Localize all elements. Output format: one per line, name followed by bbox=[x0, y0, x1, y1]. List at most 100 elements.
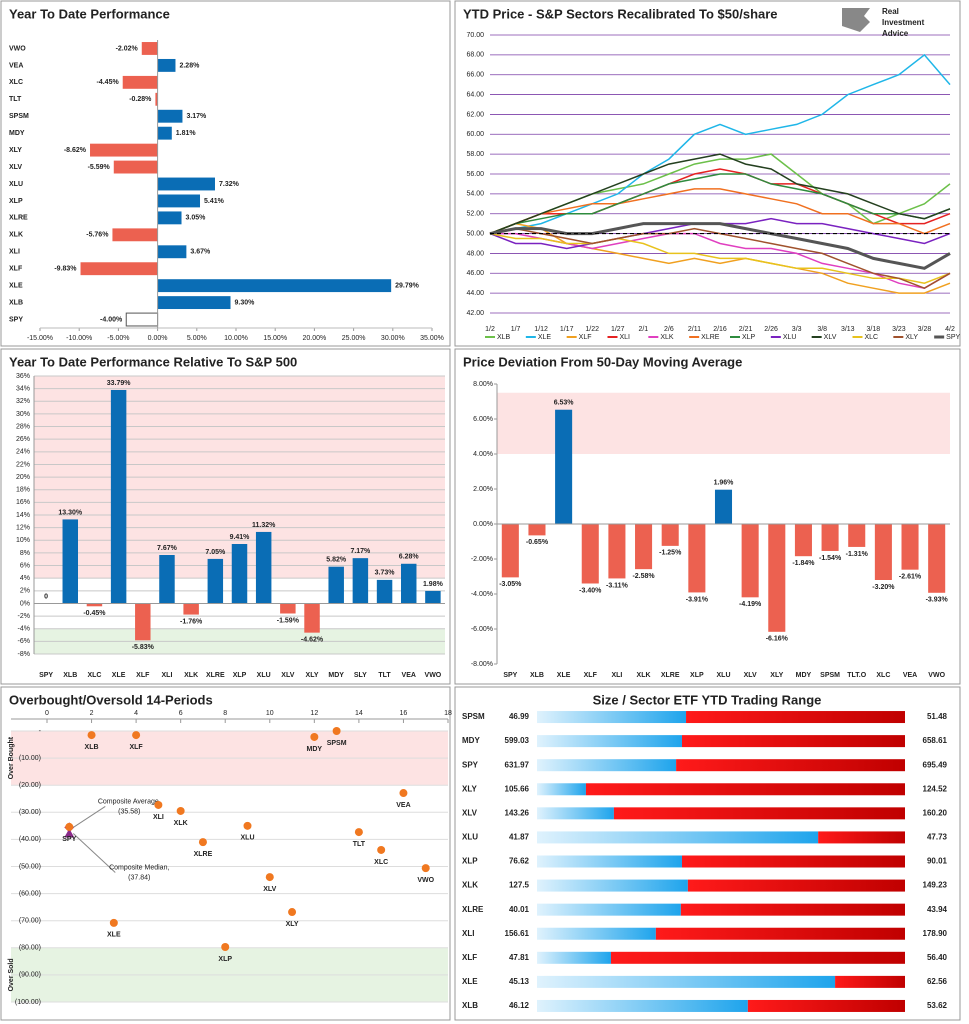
x-tick-label: XLP bbox=[233, 672, 247, 679]
y-tick-label: -4% bbox=[18, 626, 30, 633]
high-label: 178.90 bbox=[923, 929, 948, 938]
bar bbox=[794, 524, 812, 557]
value-label: -0.45% bbox=[83, 610, 106, 617]
y-tick-label: -6.00% bbox=[471, 626, 493, 633]
y-tick-label: 68.00 bbox=[466, 52, 484, 59]
bar bbox=[86, 603, 103, 607]
value-label: -8.62% bbox=[64, 147, 87, 154]
x-tick-label: 2/6 bbox=[664, 326, 674, 333]
y-tick-label: 30% bbox=[16, 411, 30, 418]
bar bbox=[90, 143, 158, 157]
legend-label: XLY bbox=[905, 334, 918, 341]
value-label: 9.41% bbox=[230, 534, 251, 541]
chart-title: Year To Date Performance Relative To S&P… bbox=[9, 354, 297, 369]
logo-text: Advice bbox=[882, 29, 909, 38]
bar bbox=[125, 312, 159, 327]
y-tick-label: 18% bbox=[16, 487, 30, 494]
bar bbox=[157, 245, 187, 259]
point-label: XLE bbox=[107, 932, 121, 939]
low-label: 47.81 bbox=[509, 953, 530, 962]
bar bbox=[157, 279, 392, 293]
x-tick-label: 10.00% bbox=[224, 335, 248, 342]
category-label: SPY bbox=[9, 316, 23, 323]
value-label: 3.73% bbox=[375, 570, 396, 577]
point-label: SPY bbox=[62, 836, 76, 843]
chart-title: Overbought/Oversold 14-Periods bbox=[9, 692, 213, 707]
chart-title: Year To Date Performance bbox=[9, 6, 170, 21]
range-high bbox=[686, 711, 905, 724]
category-label: SPSM bbox=[462, 712, 485, 721]
value-label: 7.17% bbox=[350, 548, 371, 555]
chart-title: YTD Price - S&P Sectors Recalibrated To … bbox=[463, 6, 778, 21]
bar bbox=[141, 42, 158, 55]
value-label: 5.82% bbox=[326, 557, 347, 564]
legend-label: XLF bbox=[579, 334, 592, 341]
x-tick-label: XLK bbox=[637, 672, 651, 679]
point-label: MDY bbox=[307, 746, 323, 753]
value-label: -9.83% bbox=[54, 266, 77, 273]
series-line bbox=[489, 227, 951, 290]
high-label: 62.56 bbox=[927, 977, 948, 986]
x-tick-label: -5.00% bbox=[107, 335, 129, 342]
y-tick-label: 12% bbox=[16, 524, 30, 531]
category-label: XLV bbox=[462, 808, 478, 817]
value-label: -5.59% bbox=[88, 164, 111, 171]
range-low bbox=[537, 855, 682, 868]
y-tick-label: 0.00% bbox=[473, 521, 493, 528]
x-tick-label: XLI bbox=[611, 672, 622, 679]
x-tick-label: XLP bbox=[690, 672, 704, 679]
y-tick-label: -6% bbox=[18, 638, 30, 645]
bar bbox=[113, 160, 158, 174]
y-tick-label: 24% bbox=[16, 449, 30, 456]
category-label: XLB bbox=[9, 299, 23, 306]
composite-value: (35.58) bbox=[118, 808, 140, 815]
point-label: XLK bbox=[174, 820, 188, 827]
value-label: -2.61% bbox=[899, 574, 922, 581]
range-high bbox=[613, 807, 905, 820]
y-tick-label: -8.00% bbox=[471, 661, 493, 668]
x-tick-label: XLC bbox=[87, 672, 101, 679]
range-high bbox=[676, 759, 905, 772]
category-label: XLE bbox=[9, 282, 23, 289]
legend-label: XLI bbox=[620, 334, 631, 341]
category-label: XLRE bbox=[9, 215, 28, 222]
value-label: -1.54% bbox=[819, 555, 842, 562]
category-label: XLB bbox=[462, 1001, 478, 1010]
value-label: 6.53% bbox=[554, 400, 575, 407]
category-label: XLK bbox=[9, 232, 23, 239]
category-label: XLF bbox=[462, 953, 477, 962]
bar bbox=[688, 524, 706, 593]
x-tick-label: TLT bbox=[378, 672, 391, 679]
x-tick-label: 2/1 bbox=[638, 326, 648, 333]
bar bbox=[848, 524, 866, 547]
y-tick-label: - bbox=[39, 728, 42, 735]
point bbox=[109, 918, 118, 927]
y-tick-label: 34% bbox=[16, 385, 30, 392]
x-tick-label: VEA bbox=[402, 672, 416, 679]
point bbox=[354, 828, 363, 837]
x-tick-label: XLY bbox=[770, 672, 783, 679]
x-tick-label: 5.00% bbox=[187, 335, 207, 342]
y-tick-label: (100.00) bbox=[15, 999, 41, 1006]
category-label: XLU bbox=[462, 833, 478, 842]
y-tick-label: 52.00 bbox=[466, 211, 484, 218]
x-tick-label: 35.00% bbox=[420, 335, 444, 342]
bar bbox=[80, 262, 158, 276]
high-label: 53.62 bbox=[927, 1001, 948, 1010]
value-label: -4.45% bbox=[97, 79, 120, 86]
y-tick-label: 8% bbox=[20, 550, 30, 557]
x-tick-label: 20.00% bbox=[303, 335, 327, 342]
low-label: 105.66 bbox=[505, 784, 530, 793]
value-label: 9.30% bbox=[235, 299, 256, 306]
bar bbox=[280, 603, 296, 614]
range-low bbox=[537, 759, 677, 772]
low-label: 156.61 bbox=[505, 929, 530, 938]
range-high bbox=[747, 999, 905, 1012]
x-tick-label: XLY bbox=[306, 672, 319, 679]
y-tick-label: 60.00 bbox=[466, 131, 484, 138]
y-tick-label: (10.00) bbox=[19, 755, 41, 762]
value-label: -3.91% bbox=[686, 596, 709, 603]
x-tick-label: 16 bbox=[400, 710, 408, 717]
y-tick-label: 16% bbox=[16, 499, 30, 506]
